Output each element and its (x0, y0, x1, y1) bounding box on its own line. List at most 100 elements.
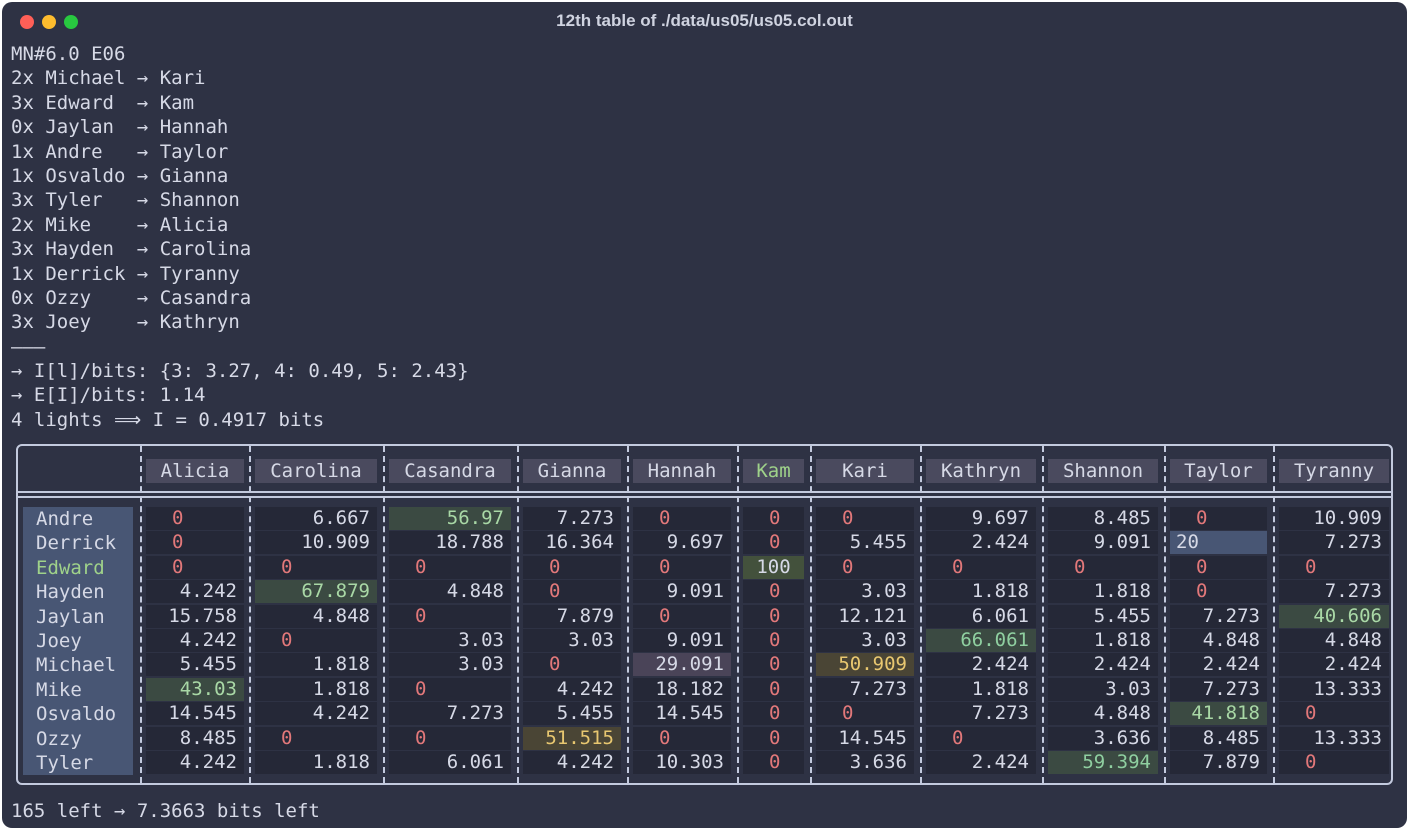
table-cell: 0 (1170, 555, 1267, 579)
column-header-kathryn: Kathryn (926, 459, 1036, 483)
table-cell: 0 (523, 580, 621, 604)
row-header-michael: Michael (36, 654, 117, 677)
table-cell: 4.848 (1170, 629, 1267, 652)
column-header-carolina: Carolina (255, 459, 377, 483)
column-separator (517, 446, 519, 783)
probability-table: Alicia Carolina Casandra Gianna Hannah Kam Kar… (16, 444, 1393, 785)
table-cell: 1.818 (1048, 629, 1158, 652)
table-cell: 3.636 (1048, 726, 1158, 750)
table-cell: 8.485 (1170, 726, 1267, 750)
table-cell: 0 (523, 653, 621, 677)
column-header-hannah: Hannah (633, 459, 731, 483)
table-cell: 0 (146, 507, 244, 530)
table-cell: 0 (743, 604, 804, 628)
row-header-hayden: Hayden (36, 581, 105, 604)
table-cell: 1.818 (255, 653, 377, 677)
table-cell: 4.848 (1279, 629, 1389, 652)
table-cell: 0 (1170, 580, 1267, 604)
table-cell: 7.273 (389, 702, 511, 726)
column-header-tyranny: Tyranny (1279, 459, 1389, 483)
table-cell: 0 (926, 555, 1036, 579)
output-line: 3x Edward → Kam (11, 91, 195, 114)
table-cell: 14.545 (146, 702, 244, 726)
table-cell: 7.273 (1170, 677, 1267, 701)
table-cell: 4.848 (389, 580, 511, 604)
table-cell: 0 (146, 555, 244, 579)
table-cell: 41.818 (1170, 702, 1267, 726)
row-header-derrick: Derrick (36, 532, 117, 555)
row-header-osvaldo: Osvaldo (36, 703, 117, 726)
table-cell: 0 (389, 677, 511, 701)
table-cell: 7.273 (1279, 531, 1389, 555)
column-separator (810, 446, 812, 783)
table-cell: 13.333 (1279, 677, 1389, 701)
table-cell: 3.03 (816, 580, 914, 604)
table-cell: 15.758 (146, 604, 244, 628)
table-cell: 10.909 (255, 531, 377, 555)
table-cell: 9.091 (633, 580, 731, 604)
close-icon[interactable] (20, 15, 34, 29)
output-line: 3x Hayden → Carolina (11, 238, 252, 261)
table-cell: 20 (1170, 531, 1267, 555)
table-cell: 56.97 (389, 507, 511, 530)
table-cell: 0 (255, 629, 377, 652)
table-cell: 4.242 (523, 677, 621, 701)
table-cell: 0 (633, 507, 731, 530)
table-cell: 7.273 (1170, 604, 1267, 628)
minimize-icon[interactable] (42, 15, 56, 29)
table-cell: 0 (743, 751, 804, 774)
column-header-kam: Kam (743, 459, 804, 483)
terminal-output: MN#6.0 E06 2x Michael → Kari 3x Edward → K… (11, 42, 469, 432)
table-cell: 51.515 (523, 726, 621, 750)
table-cell: 0 (633, 726, 731, 750)
table-cell: 1.818 (926, 580, 1036, 604)
table-cell: 0 (255, 555, 377, 579)
table-cell: 4.242 (255, 702, 377, 726)
output-line: 0x Jaylan → Hannah (11, 116, 229, 139)
table-cell: 7.273 (1279, 580, 1389, 604)
table-cell: 18.788 (389, 531, 511, 555)
output-line: → E[I]/bits: 1.14 (11, 384, 206, 407)
column-separator (140, 446, 142, 783)
maximize-icon[interactable] (64, 15, 78, 29)
table-cell: 0 (146, 531, 244, 555)
table-cell: 0 (389, 555, 511, 579)
row-header-ozzy: Ozzy (36, 727, 82, 750)
table-cell: 6.061 (926, 604, 1036, 628)
table-cell: 8.485 (146, 726, 244, 750)
table-cell: 0 (1279, 555, 1389, 579)
table-cell: 4.848 (255, 604, 377, 628)
output-line: 1x Osvaldo → Gianna (11, 164, 229, 187)
output-line: → I[l]/bits: {3: 3.27, 4: 0.49, 5: 2.43} (11, 360, 469, 383)
output-line: 1x Derrick → Tyranny (11, 262, 240, 285)
table-cell: 0 (1170, 507, 1267, 530)
table-cell: 0 (743, 507, 804, 530)
table-cell: 7.273 (523, 507, 621, 530)
row-header-edward: Edward (36, 556, 105, 579)
output-line: 4 lights ⟹ I = 0.4917 bits (11, 408, 325, 431)
table-cell: 0 (633, 555, 731, 579)
table-cell: 0 (633, 604, 731, 628)
output-line: ——— (11, 335, 46, 358)
output-line: MN#6.0 E06 (11, 43, 126, 65)
table-cell: 3.636 (816, 751, 914, 774)
table-cell: 3.03 (389, 629, 511, 652)
table-cell: 9.091 (1048, 531, 1158, 555)
table-cell: 0 (743, 580, 804, 604)
row-header-jaylan: Jaylan (36, 605, 105, 628)
table-cell: 0 (389, 604, 511, 628)
table-cell: 3.03 (389, 653, 511, 677)
table-cell: 6.061 (389, 751, 511, 774)
table-cell: 0 (523, 555, 621, 579)
table-cell: 14.545 (816, 726, 914, 750)
table-cell: 13.333 (1279, 726, 1389, 750)
title-bar: 12th table of ./data/us05/us05.col.out (2, 2, 1407, 40)
header-separator (18, 491, 1391, 498)
table-cell: 2.424 (926, 751, 1036, 774)
column-separator (737, 446, 739, 783)
table-cell: 0 (816, 507, 914, 530)
output-line: 3x Joey → Kathryn (11, 311, 240, 334)
table-cell: 7.879 (1170, 751, 1267, 774)
row-header-tyler: Tyler (36, 752, 94, 774)
